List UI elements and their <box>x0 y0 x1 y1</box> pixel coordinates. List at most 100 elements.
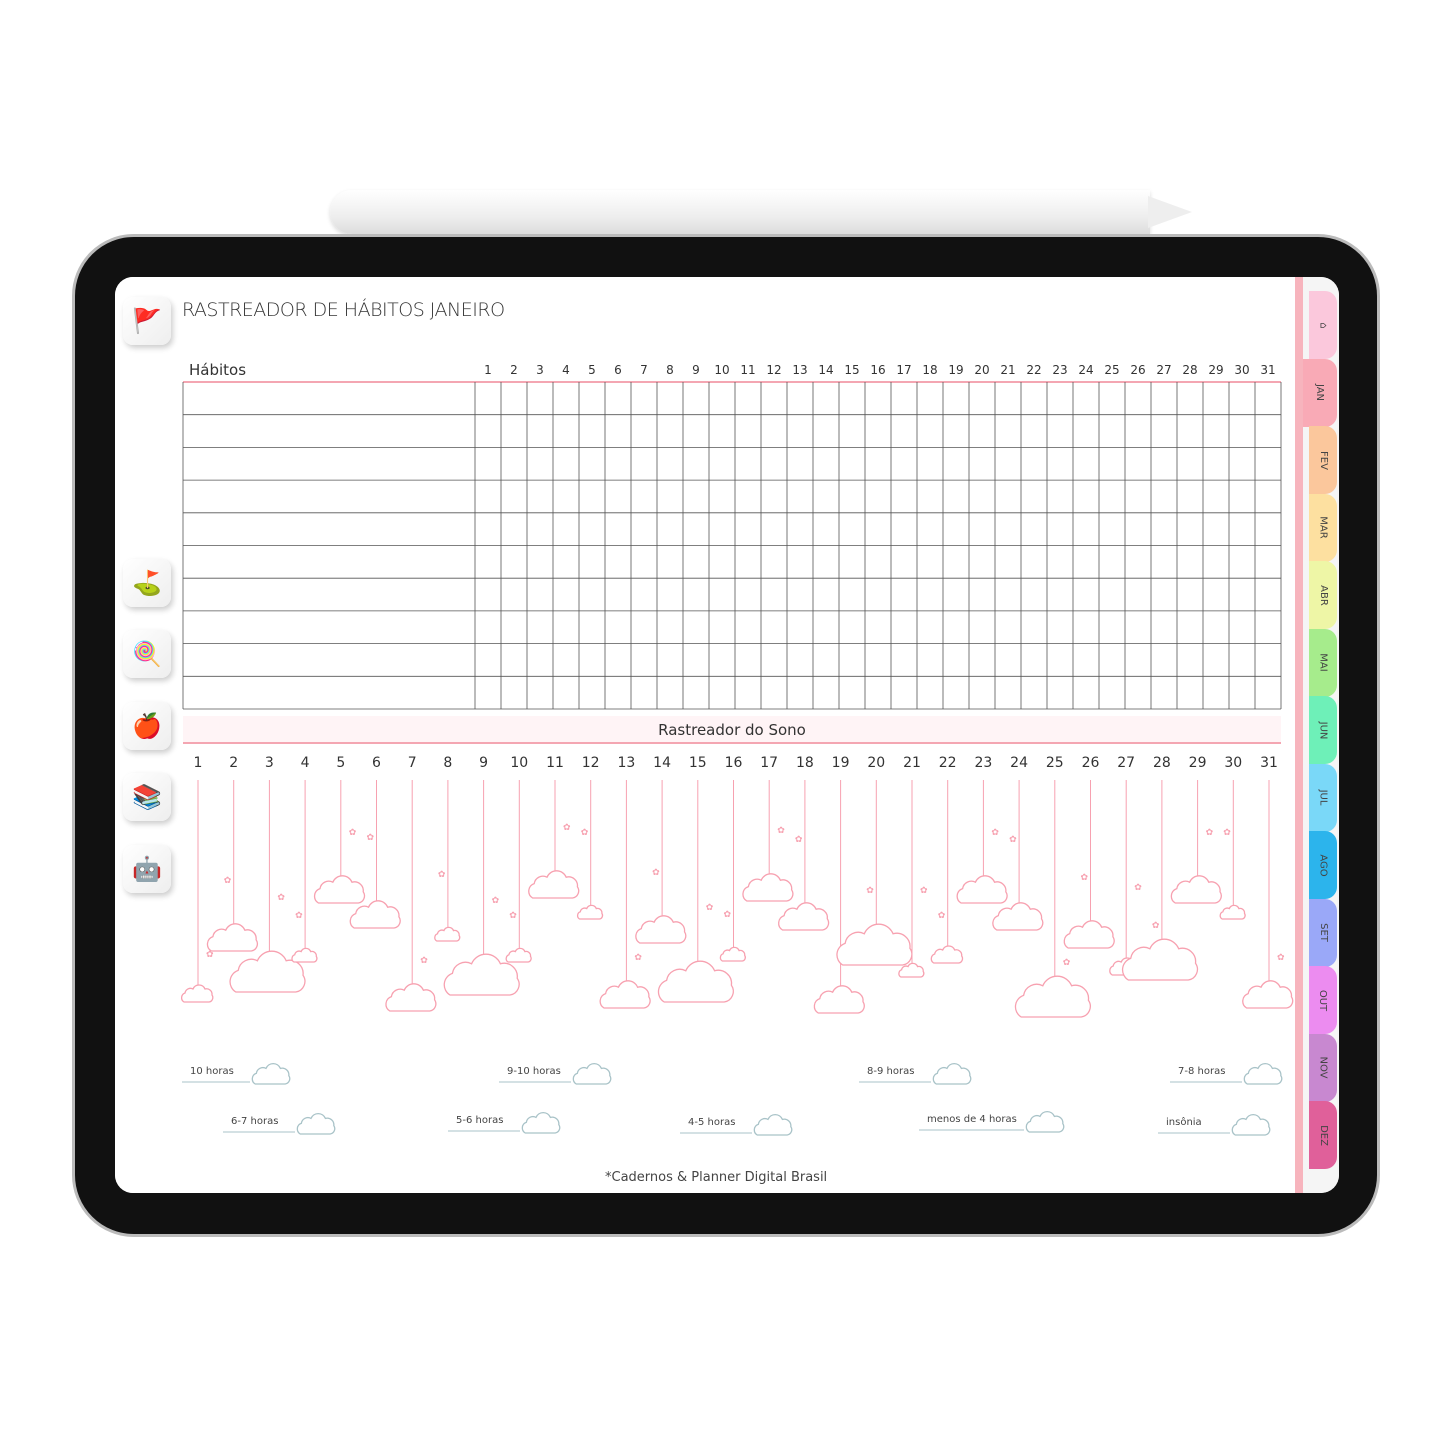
cloud-icon <box>1063 920 1115 949</box>
star-icon: ✿ <box>224 876 232 886</box>
habit-grid[interactable] <box>115 277 1295 717</box>
tab-label: MAR <box>1317 516 1329 539</box>
food-icon[interactable]: 🍭 <box>123 630 171 678</box>
tab-nov[interactable]: NOV <box>1309 1033 1337 1102</box>
habit-day-label: 24 <box>1078 363 1094 377</box>
sleep-legend-label: 5-6 horas <box>456 1115 504 1126</box>
star-icon: ✿ <box>795 835 803 845</box>
tab-mar[interactable]: MAR <box>1309 493 1337 562</box>
goal-flag-icon[interactable]: ⛳ <box>123 559 171 607</box>
sleep-day-label[interactable]: 25 <box>1045 755 1064 771</box>
sleep-day-label[interactable]: 6 <box>372 755 381 771</box>
sleep-day-label[interactable]: 30 <box>1224 755 1243 771</box>
tab-abr[interactable]: ABR <box>1309 561 1337 629</box>
sleep-day-label[interactable]: 1 <box>193 755 203 771</box>
habit-day-label: 20 <box>974 363 990 377</box>
star-icon: ✿ <box>420 956 428 966</box>
sleep-day-label[interactable]: 15 <box>688 755 707 771</box>
sleep-day-label[interactable]: 27 <box>1117 755 1136 771</box>
cloud-icon <box>349 900 401 929</box>
star-icon: ✿ <box>206 950 214 960</box>
tab-jan[interactable]: JAN <box>1303 358 1337 427</box>
star-icon: ✿ <box>563 823 571 833</box>
habit-day-label: 19 <box>948 363 964 377</box>
cloud-icon <box>1219 904 1246 920</box>
sleep-tracker: ✿✿✿✿✿✿✿✿✿✿✿✿✿✿✿✿✿✿✿✿✿✿✿✿✿✿✿✿✿✿✿ <box>180 780 1294 1136</box>
cloud-icon <box>836 923 913 966</box>
sleep-legend-label: 6-7 horas <box>231 1116 279 1127</box>
sleep-day-label[interactable]: 5 <box>336 755 346 771</box>
sleep-day-label[interactable]: 18 <box>795 755 814 771</box>
sleep-day-label[interactable]: 19 <box>831 755 850 771</box>
pencil-tip <box>1148 196 1192 228</box>
star-icon: ✿ <box>581 828 589 838</box>
cloud-icon <box>932 1062 972 1085</box>
books-icon[interactable]: 📚 <box>123 773 171 821</box>
sleep-day-label[interactable]: 31 <box>1260 755 1278 771</box>
sleep-legend-label: insônia <box>1166 1117 1202 1128</box>
tab-mai[interactable]: MAI <box>1309 628 1337 697</box>
sleep-day-label[interactable]: 3 <box>264 755 274 771</box>
tab-jul[interactable]: JUL <box>1309 763 1337 832</box>
cloud-icon <box>1170 875 1222 904</box>
cloud-icon <box>753 1113 793 1136</box>
cloud-icon <box>313 875 366 904</box>
cloud-icon <box>778 902 830 931</box>
sleep-day-label[interactable]: 14 <box>653 755 671 771</box>
sleep-day-label[interactable]: 24 <box>1010 755 1028 771</box>
cloud-icon <box>1231 1113 1271 1136</box>
sleep-day-label[interactable]: 10 <box>510 755 529 771</box>
tab-label: FEV <box>1317 450 1329 470</box>
habits-header: Hábitos <box>189 361 247 379</box>
tab-ago[interactable]: AGO <box>1309 831 1337 899</box>
apple-tape-icon[interactable]: 🍎 <box>123 702 171 750</box>
habit-day-label: 15 <box>844 363 860 377</box>
tab-label: JUL <box>1317 789 1329 806</box>
tab-label: MAI <box>1317 653 1329 672</box>
sleep-legend-label: 8-9 horas <box>867 1066 915 1077</box>
sleep-legend-label: menos de 4 horas <box>927 1114 1017 1125</box>
cloud-icon <box>1014 975 1091 1018</box>
star-icon: ✿ <box>1081 873 1089 883</box>
sleep-day-label[interactable]: 20 <box>867 755 886 771</box>
tab-label: NOV <box>1317 1056 1329 1079</box>
sleep-day-label[interactable]: 9 <box>479 755 489 771</box>
sleep-day-label[interactable]: 4 <box>300 755 310 771</box>
robot-icon[interactable]: 🤖 <box>123 845 171 893</box>
sleep-day-label[interactable]: 23 <box>974 755 993 771</box>
screen: 🚩 RASTREADOR DE HÁBITOS JANEIRO ⛳ 🍭 🍎 📚 … <box>115 277 1339 1193</box>
habit-day-label: 4 <box>562 363 570 377</box>
tab-label: JAN <box>1314 383 1326 402</box>
sleep-legend-label: 9-10 horas <box>507 1066 561 1077</box>
sleep-day-label[interactable]: 7 <box>407 755 417 771</box>
tab-set[interactable]: SET <box>1309 898 1337 967</box>
sleep-day-label[interactable]: 28 <box>1152 755 1171 771</box>
cloud-icon <box>930 945 964 964</box>
tab-dez[interactable]: DEZ <box>1309 1101 1337 1169</box>
tab-jun[interactable]: JUN <box>1309 696 1337 764</box>
habit-day-label: 27 <box>1156 363 1172 377</box>
star-icon: ✿ <box>777 826 785 836</box>
habit-day-label: 3 <box>536 363 544 377</box>
sleep-day-label[interactable]: 12 <box>581 755 600 771</box>
sleep-day-label[interactable]: 2 <box>229 755 239 771</box>
tab-out[interactable]: OUT <box>1309 966 1337 1034</box>
sleep-day-label[interactable]: 11 <box>546 755 564 771</box>
home-icon: ⌂ <box>1317 321 1329 329</box>
tab-fev[interactable]: FEV <box>1309 426 1337 494</box>
sleep-day-label[interactable]: 26 <box>1081 755 1100 771</box>
sleep-day-label[interactable]: 29 <box>1188 755 1207 771</box>
sleep-day-label[interactable]: 21 <box>903 755 921 771</box>
sleep-day-label[interactable]: 8 <box>443 755 453 771</box>
sleep-day-label[interactable]: 22 <box>938 755 957 771</box>
star-icon: ✿ <box>1009 835 1017 845</box>
flags-path-icon[interactable]: 🚩 <box>123 297 171 345</box>
sleep-day-label[interactable]: 17 <box>760 755 779 771</box>
cloud-icon <box>296 1112 336 1135</box>
sleep-day-label[interactable]: 13 <box>617 755 636 771</box>
habit-day-label: 31 <box>1260 363 1276 377</box>
page-edge <box>1295 277 1303 1193</box>
tab-home[interactable]: ⌂ <box>1309 291 1337 359</box>
star-icon: ✿ <box>1223 828 1231 838</box>
sleep-day-label[interactable]: 16 <box>724 755 743 771</box>
